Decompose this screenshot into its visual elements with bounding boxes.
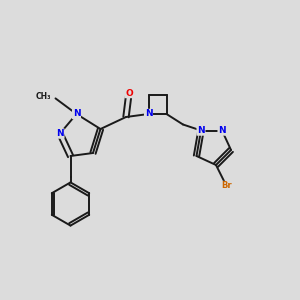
Text: N: N bbox=[56, 129, 64, 138]
Text: CH₃: CH₃ bbox=[35, 92, 51, 101]
Text: N: N bbox=[197, 126, 205, 135]
Text: O: O bbox=[125, 88, 133, 98]
Text: N: N bbox=[218, 126, 226, 135]
Text: Br: Br bbox=[221, 182, 232, 190]
Text: N: N bbox=[73, 110, 80, 118]
Text: N: N bbox=[145, 110, 152, 118]
